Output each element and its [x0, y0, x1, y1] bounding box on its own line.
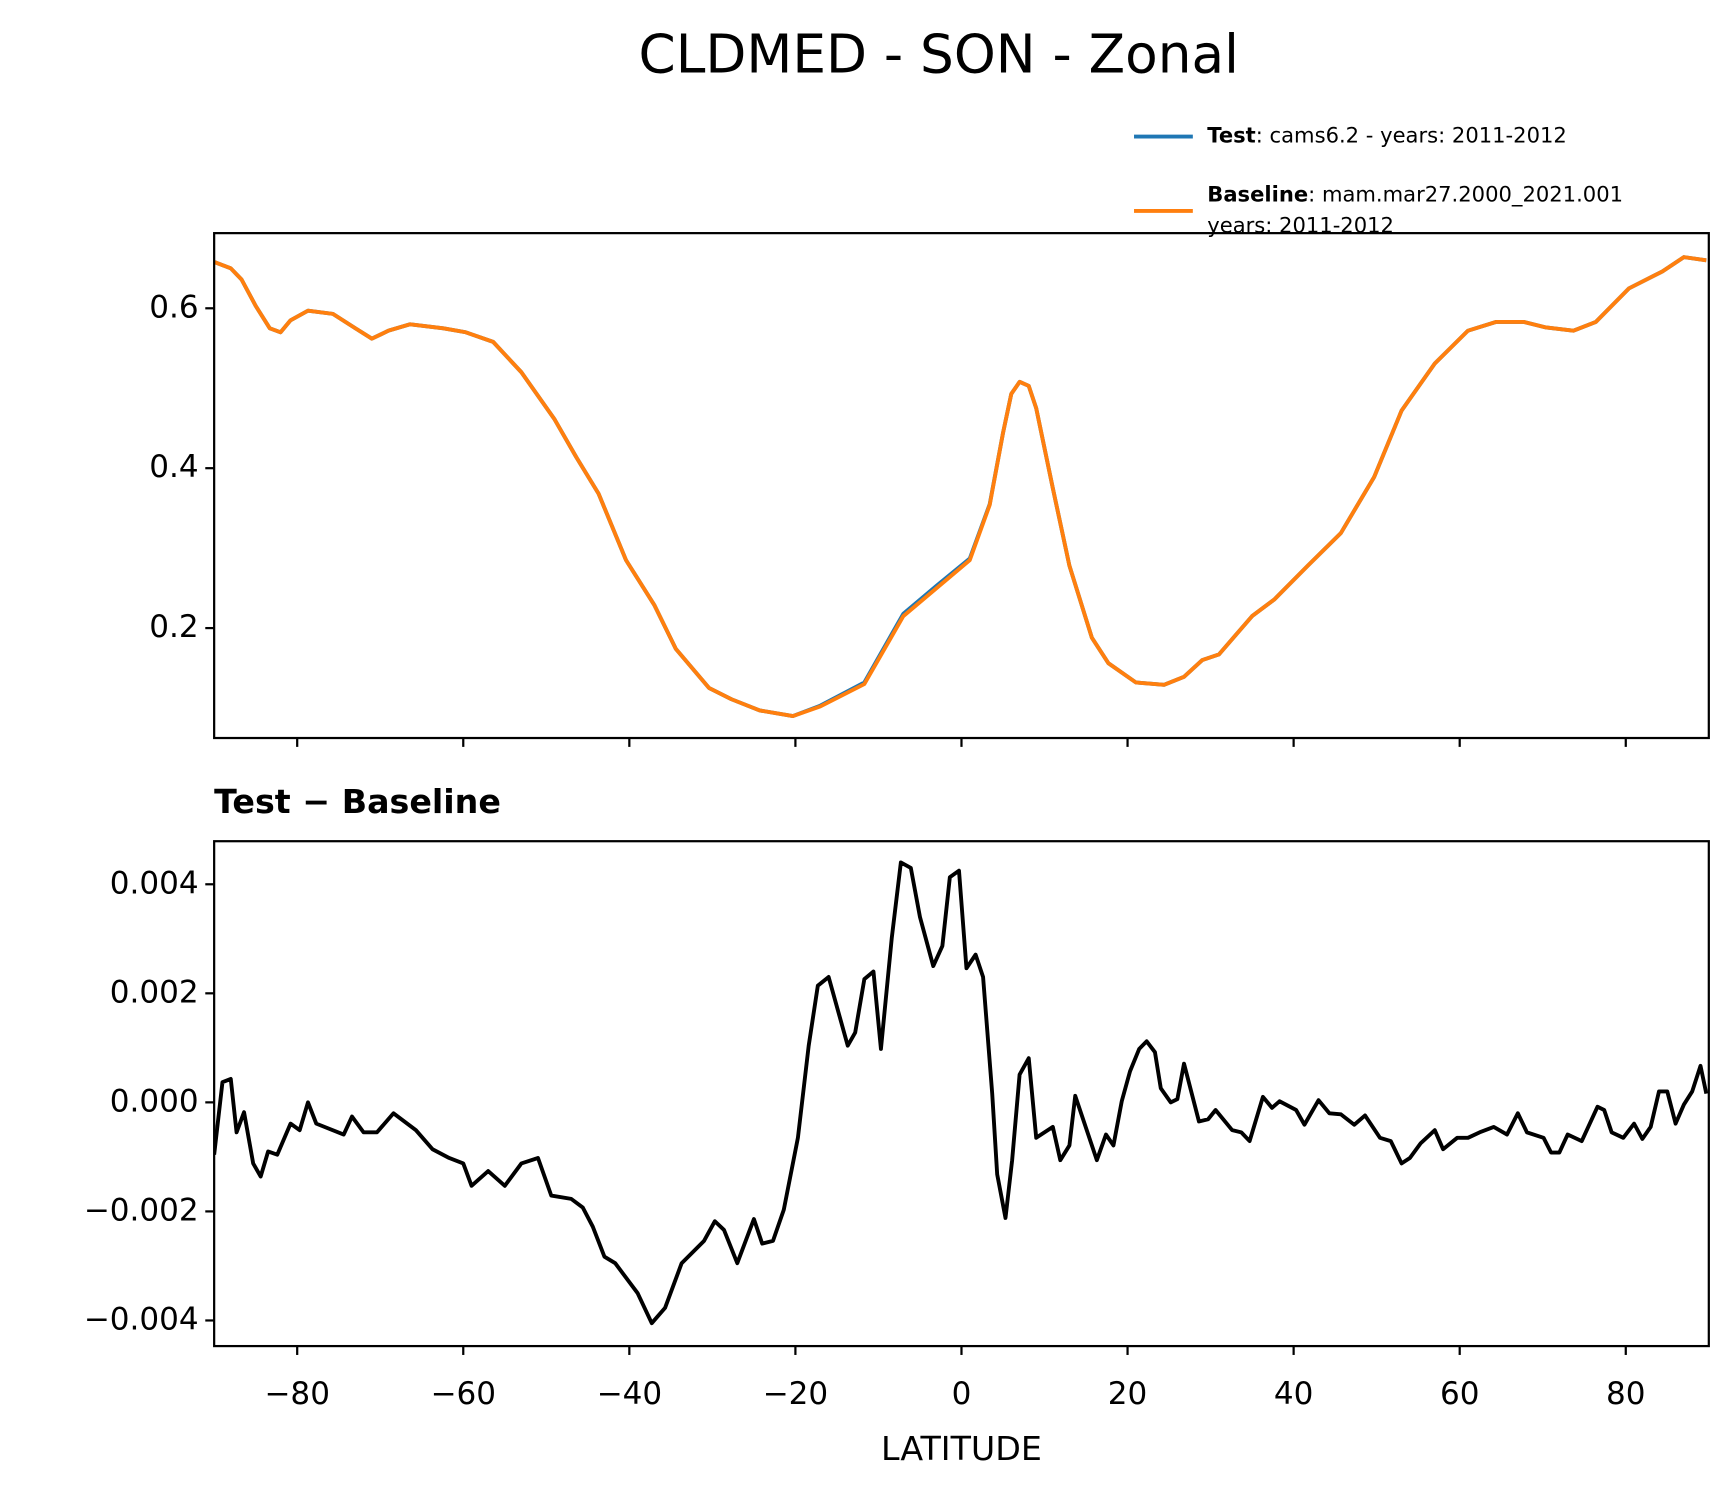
y-tick-label: −0.004 [84, 1301, 199, 1337]
x-axis-label: LATITUDE [881, 1429, 1042, 1468]
legend-name: Test [1207, 123, 1256, 148]
legend-label: Baseline: mam.mar27.2000_2021.001 [1207, 181, 1623, 207]
x-tick-label: 20 [1108, 1376, 1148, 1412]
y-tick-label: 0.000 [110, 1083, 199, 1119]
x-tick-label: 0 [952, 1376, 972, 1412]
y-tick-label: −0.002 [84, 1192, 199, 1228]
x-tick-label: 80 [1606, 1376, 1646, 1412]
figure-title: CLDMED - SON - Zonal [639, 23, 1239, 85]
y-tick-label: 0.2 [149, 609, 198, 645]
data-line [214, 860, 1709, 1326]
x-tick-label: −60 [430, 1376, 496, 1412]
x-tick-label: 40 [1274, 1376, 1314, 1412]
x-tick-label: 60 [1440, 1376, 1480, 1412]
axes-title: Test − Baseline [214, 782, 501, 821]
y-tick-label: 0.6 [149, 289, 198, 325]
x-tick-label: −40 [597, 1376, 663, 1412]
axes-frame [213, 840, 1710, 1348]
y-tick-label: 0.004 [110, 865, 199, 901]
legend-label: Test: cams6.2 - years: 2011-2012 [1207, 123, 1567, 148]
axes-frame [213, 232, 1710, 740]
data-line [214, 255, 1707, 718]
legend-description: : mam.mar27.2000_2021.001 [1308, 181, 1623, 207]
legend-name: Baseline [1207, 181, 1308, 206]
y-tick-label: 0.002 [110, 974, 199, 1010]
legend-description: : cams6.2 - years: 2011-2012 [1256, 123, 1567, 148]
legend-description: years: 2011-2012 [1207, 212, 1394, 237]
y-tick-label: 0.4 [149, 449, 198, 485]
x-tick-label: −80 [264, 1376, 330, 1412]
x-tick-label: −20 [763, 1376, 829, 1412]
legend-label: years: 2011-2012 [1207, 212, 1394, 237]
